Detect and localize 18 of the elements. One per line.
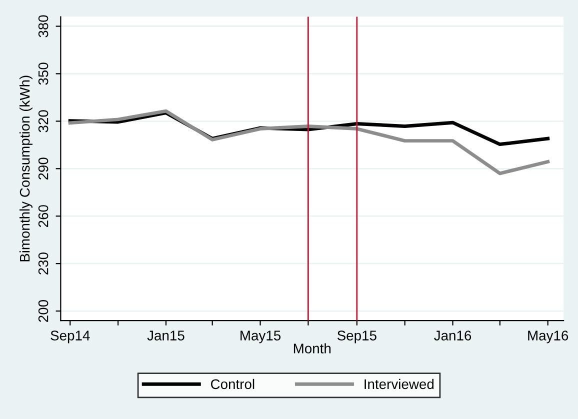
x-tick-label: May16 bbox=[528, 330, 568, 344]
x-tick-label: May15 bbox=[240, 330, 281, 344]
x-axis-title: Month bbox=[294, 343, 331, 354]
y-tick-label: 200 bbox=[38, 300, 48, 322]
y-tick-label: 350 bbox=[38, 62, 48, 85]
line-series bbox=[68, 109, 550, 176]
y-tick-label: 230 bbox=[38, 252, 48, 274]
y-axis-title: Bimonthly Consumption (kWh) bbox=[20, 76, 32, 262]
legend-label: Interviewed bbox=[364, 378, 434, 390]
y-tick-label: 380 bbox=[38, 15, 48, 38]
y-tick-label: 320 bbox=[38, 110, 48, 132]
x-tick-label: Sep15 bbox=[337, 330, 376, 344]
y-tick-label: 260 bbox=[38, 205, 48, 227]
x-tick-label: Sep14 bbox=[50, 330, 90, 344]
y-tick-label: 290 bbox=[38, 158, 48, 180]
x-tick-label: Jan16 bbox=[434, 330, 472, 340]
legend-label: Control bbox=[210, 378, 254, 390]
x-tick-label: Jan15 bbox=[147, 330, 184, 340]
